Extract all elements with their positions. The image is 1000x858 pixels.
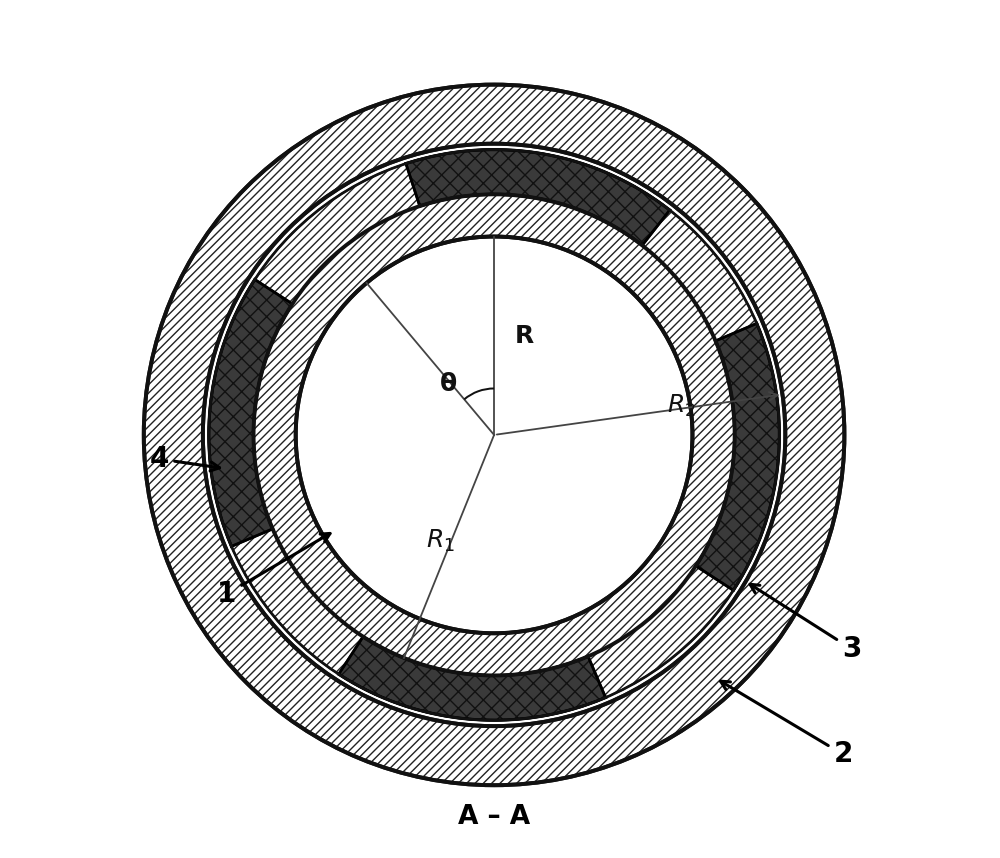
Text: 4: 4 <box>150 445 220 473</box>
Wedge shape <box>209 280 292 547</box>
Wedge shape <box>339 637 606 720</box>
Circle shape <box>296 237 692 633</box>
Text: $R_2$: $R_2$ <box>667 392 696 419</box>
Wedge shape <box>144 85 844 785</box>
Wedge shape <box>696 323 779 590</box>
Text: R: R <box>515 323 534 347</box>
Text: 2: 2 <box>721 681 853 769</box>
Text: 3: 3 <box>750 584 861 663</box>
Text: A – A: A – A <box>458 804 530 831</box>
Wedge shape <box>209 149 779 720</box>
Text: $R_1$: $R_1$ <box>426 528 455 553</box>
Wedge shape <box>406 149 670 245</box>
Text: 1: 1 <box>217 534 330 608</box>
Text: $\bf{\theta}$: $\bf{\theta}$ <box>439 372 457 396</box>
